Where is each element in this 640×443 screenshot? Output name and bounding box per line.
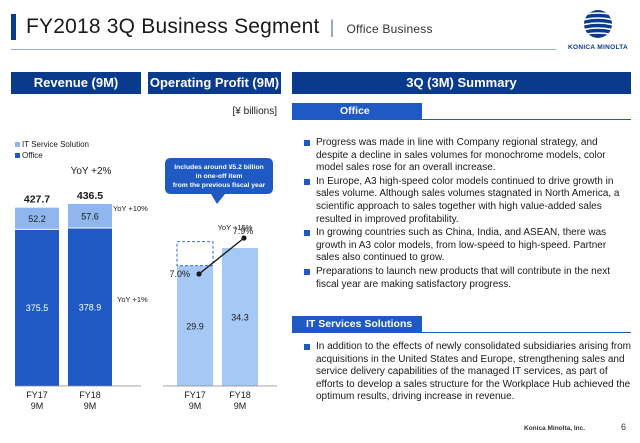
office-subheader-rule [292, 119, 631, 120]
unit-label: [¥ billions] [233, 106, 278, 117]
title-text: FY2018 3Q Business Segment [26, 15, 320, 38]
legend-label-office: Office [22, 151, 43, 160]
it-service-bar [15, 207, 59, 230]
it-value-label: 57.6 [81, 212, 99, 222]
segment-charts: [¥ billions] IT Service Solution Office … [11, 96, 281, 416]
title-separator: | [329, 17, 335, 37]
callout-line-3: from the previous fiscal year [173, 182, 266, 189]
it-subheader-rule [292, 332, 631, 333]
op-profit-value-label: 29.9 [186, 321, 204, 331]
company-logo: KONICA MINOLTA [565, 6, 631, 56]
page-number: 6 [621, 422, 627, 432]
op-profit-panel-header: Operating Profit (9M) [148, 72, 281, 94]
callout-line-2: in one-off item [196, 173, 243, 180]
margin-point [241, 235, 247, 241]
office-bullet: Progress was made in line with Company r… [304, 137, 632, 175]
op-profit-bar [177, 265, 213, 386]
bullet-square-icon [304, 344, 310, 350]
x-tick-label: FY17 [184, 390, 206, 400]
legend-swatch-it [15, 142, 20, 147]
it-subheader: IT Services Solutions [292, 316, 422, 333]
office-bullet-text: In Europe, A3 high-speed color models co… [316, 175, 620, 225]
it-service-bar [68, 204, 112, 229]
it-bullet-text: In addition to the effects of newly cons… [316, 341, 631, 403]
revenue-panel-header: Revenue (9M) [11, 72, 141, 94]
it-value-label: 52.2 [28, 214, 46, 224]
callout-line-1: Includes around ¥5.2 billion [174, 164, 264, 171]
page-title: FY2018 3Q Business Segment | Office Busi… [26, 15, 433, 39]
revenue-total-label: 427.7 [24, 194, 50, 206]
bullet-square-icon [304, 178, 310, 185]
summary-panel-header: 3Q (3M) Summary [292, 72, 631, 94]
office-bullet-list: Progress was made in line with Company r… [304, 137, 632, 292]
one-off-dashed-box [176, 241, 214, 267]
one-off-callout-bubble [165, 158, 273, 204]
slide-header: FY2018 3Q Business Segment | Office Busi… [0, 0, 640, 62]
x-tick-label: FY18 [229, 390, 251, 400]
x-tick-sublabel: 9M [189, 401, 202, 411]
margin-line: 7.0% 7.9% [169, 226, 253, 279]
header-divider [11, 49, 556, 50]
page-subtitle: Office Business [346, 22, 433, 36]
legend-swatch-office [15, 153, 20, 158]
title-accent-bar [11, 14, 16, 40]
charts-svg: [¥ billions] IT Service Solution Office … [15, 106, 278, 411]
margin-point [196, 271, 202, 277]
legend-label-it: IT Service Solution [22, 140, 89, 149]
globe-logo-icon [584, 10, 612, 38]
office-bullet-text: In growing countries such as China, Indi… [316, 227, 607, 264]
office-bullet: In growing countries such as China, Indi… [304, 227, 632, 265]
office-subheader: Office [292, 103, 422, 120]
op-profit-yoy: YoY +15% [218, 223, 253, 232]
op-profit-bar [222, 248, 258, 386]
office-bullet-text: Progress was made in line with Company r… [316, 137, 606, 174]
op-profit-bars: 29.9 34.3 [176, 241, 258, 386]
footer-company: Konica Minolta, Inc. [524, 425, 586, 432]
revenue-it-yoy: YoY +10% [113, 204, 148, 213]
office-value-label: 378.9 [79, 303, 102, 313]
x-tick-sublabel: 9M [234, 401, 247, 411]
revenue-bars: 375.5 52.2 427.7 378.9 57.6 436.5 [15, 190, 112, 386]
bullet-square-icon [304, 230, 310, 237]
margin-line-segment [198, 237, 245, 275]
margin-label: 7.9% [233, 226, 254, 236]
logo-wordmark: KONICA MINOLTA [567, 44, 629, 51]
revenue-total-yoy: YoY +2% [71, 166, 112, 177]
office-value-label: 375.5 [26, 303, 49, 313]
office-bullet-text: Preparations to launch new products that… [316, 265, 611, 290]
bullet-square-icon [304, 140, 310, 146]
office-bar [68, 228, 112, 386]
revenue-total-label: 436.5 [77, 190, 103, 202]
office-bullet: Preparations to launch new products that… [304, 266, 632, 291]
revenue-office-yoy: YoY +1% [117, 295, 148, 304]
margin-label: 7.0% [169, 269, 190, 279]
it-bullet: In addition to the effects of newly cons… [304, 341, 632, 404]
x-tick-sublabel: 9M [84, 401, 97, 411]
it-bullet-list: In addition to the effects of newly cons… [304, 341, 632, 405]
x-tick-label: FY18 [79, 390, 101, 400]
office-bullet: In Europe, A3 high-speed color models co… [304, 176, 632, 226]
office-bar [15, 229, 59, 386]
op-profit-value-label: 34.3 [231, 313, 249, 323]
x-tick-label: FY17 [26, 390, 48, 400]
bullet-square-icon [304, 268, 310, 275]
x-tick-sublabel: 9M [31, 401, 44, 411]
